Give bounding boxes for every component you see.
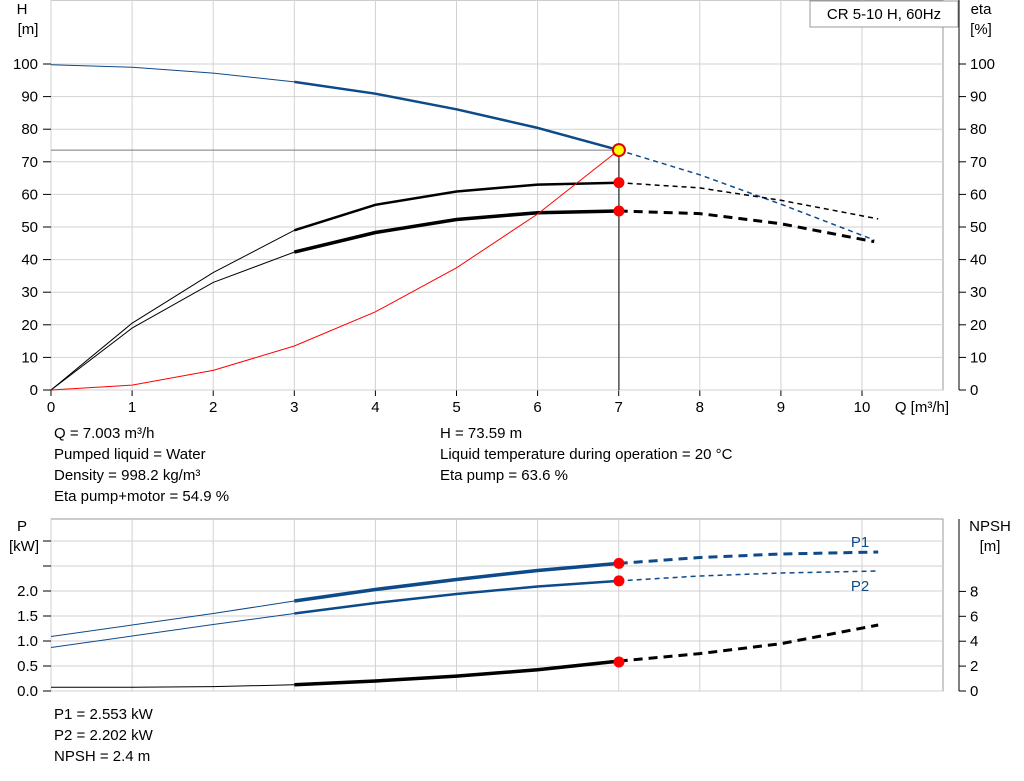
head-curve-thin xyxy=(50,64,295,83)
y-tick-label-right: 20 xyxy=(970,317,987,334)
y-tick-label-right: 80 xyxy=(970,121,987,138)
eta-pump-motor-curve-thin xyxy=(50,251,295,391)
head-label: H = 73.59 m xyxy=(440,425,523,442)
duty-point-marker xyxy=(613,205,625,217)
y-tick-label-left: 60 xyxy=(21,186,38,203)
p1-label: P1 = 2.553 kW xyxy=(54,706,153,723)
liquid-temperature-label: Liquid temperature during operation = 20… xyxy=(440,446,733,463)
npsh-tick-label: 6 xyxy=(970,608,978,625)
y-tick-label-left: 10 xyxy=(21,349,38,366)
y-axis-unit-npsh: [m] xyxy=(980,538,1001,555)
power-info: P1 = 2.553 kW P2 = 2.202 kW NPSH = 2.4 m xyxy=(54,704,153,767)
bottom-plot-frame xyxy=(50,518,944,692)
duty-point-marker xyxy=(613,177,625,189)
eta-pump-motor-curve-dashed xyxy=(618,209,875,244)
bottom-duty-marker xyxy=(613,656,625,668)
P2-curve-solid xyxy=(294,579,619,615)
npsh-tick-label: 2 xyxy=(970,658,978,675)
x-tick-label: 10 xyxy=(854,399,871,416)
x-tick-label: 6 xyxy=(533,399,541,416)
eta-pump-label: Eta pump = 63.6 % xyxy=(440,467,568,484)
y-tick-label-right: 0 xyxy=(970,382,978,399)
density-label: Density = 998.2 kg/m³ xyxy=(54,467,201,484)
top-plot-frame xyxy=(50,0,944,391)
y-tick-label-right: 100 xyxy=(970,56,995,73)
y-axis-label-power: P xyxy=(17,518,27,535)
head-curve-solid xyxy=(294,80,620,152)
y-tick-label-left: 30 xyxy=(21,284,38,301)
P1-curve-dashed xyxy=(618,550,879,565)
y-tick-label-left: 50 xyxy=(21,219,38,236)
x-tick-label: 3 xyxy=(290,399,298,416)
y-axis-label-head: H xyxy=(17,1,28,18)
p-tick-label: 1.0 xyxy=(17,633,38,650)
x-tick-label: 4 xyxy=(371,399,379,416)
x-tick-label: 9 xyxy=(777,399,785,416)
bottom-duty-marker xyxy=(613,575,625,587)
y-tick-label-right: 40 xyxy=(970,252,987,269)
npsh-tick-label: 8 xyxy=(970,583,978,600)
P2-curve-dashed xyxy=(618,570,879,582)
duty-point-info-right: H = 73.59 m Liquid temperature during op… xyxy=(440,423,732,486)
duty-point-info-left: Q = 7.003 m³/h Pumped liquid = Water Den… xyxy=(54,423,229,507)
p-tick-label: 0.5 xyxy=(17,658,38,675)
y-axis-label-eta: eta xyxy=(971,1,993,18)
p2-series-label: P2 xyxy=(851,578,869,595)
x-tick-label: 7 xyxy=(615,399,623,416)
y-axis-unit-power: [kW] xyxy=(9,538,39,555)
y-tick-label-left: 20 xyxy=(21,317,38,334)
y-tick-label-left: 90 xyxy=(21,89,38,106)
y-axis-unit-head: [m] xyxy=(18,21,39,38)
y-tick-label-left: 100 xyxy=(13,56,38,73)
y-tick-label-left: 0 xyxy=(30,382,38,399)
y-tick-label-right: 30 xyxy=(970,284,987,301)
P1-curve-thin xyxy=(50,600,295,637)
NPSH-curve-dashed xyxy=(618,623,879,663)
eta-pump-curve-solid xyxy=(293,181,619,232)
bottom-duty-marker xyxy=(613,557,625,569)
p-tick-label: 0.0 xyxy=(17,683,38,700)
chart-title-box xyxy=(809,0,959,28)
p-tick-label: 1.5 xyxy=(17,608,38,625)
y-axis-label-npsh: NPSH xyxy=(969,518,1011,535)
y-tick-label-right: 60 xyxy=(970,186,987,203)
y-tick-label-left: 70 xyxy=(21,154,38,171)
head-curve-dashed xyxy=(618,149,875,241)
NPSH-curve-thin xyxy=(51,684,295,688)
y-tick-label-left: 40 xyxy=(21,252,38,269)
eta-pump-curve-dashed xyxy=(618,181,879,220)
P2-curve-thin xyxy=(50,613,295,648)
x-axis-label: Q [m³/h] xyxy=(895,399,949,416)
npsh-tick-label: 0 xyxy=(970,683,978,700)
p2-label: P2 = 2.202 kW xyxy=(54,727,153,744)
npsh-label: NPSH = 2.4 m xyxy=(54,748,151,765)
pumped-liquid-label: Pumped liquid = Water xyxy=(54,446,206,463)
chart-title: CR 5-10 H, 60Hz xyxy=(827,6,941,23)
NPSH-curve-solid xyxy=(294,659,619,687)
y-tick-label-right: 10 xyxy=(970,349,987,366)
y-tick-label-right: 50 xyxy=(970,219,987,236)
P1-curve-solid xyxy=(294,561,619,603)
y-tick-label-right: 90 xyxy=(970,89,987,106)
x-tick-label: 0 xyxy=(47,399,55,416)
npsh-tick-label: 4 xyxy=(970,633,978,650)
x-tick-label: 5 xyxy=(452,399,460,416)
eta-pump-motor-curve-solid xyxy=(293,209,619,254)
eta-pump-motor-label: Eta pump+motor = 54.9 % xyxy=(54,488,230,505)
eta-pump-curve-thin xyxy=(50,229,295,391)
duty-point-head-marker xyxy=(611,143,626,158)
p1-series-label: P1 xyxy=(851,534,869,551)
x-tick-label: 1 xyxy=(128,399,136,416)
x-tick-label: 8 xyxy=(696,399,704,416)
system-curve-curve xyxy=(50,149,620,391)
flow-rate-label: Q = 7.003 m³/h xyxy=(54,425,155,442)
y-axis-unit-eta: [%] xyxy=(970,21,992,38)
p-tick-label: 2.0 xyxy=(17,583,38,600)
x-tick-label: 2 xyxy=(209,399,217,416)
y-tick-label-right: 70 xyxy=(970,154,987,171)
y-tick-label-left: 80 xyxy=(21,121,38,138)
